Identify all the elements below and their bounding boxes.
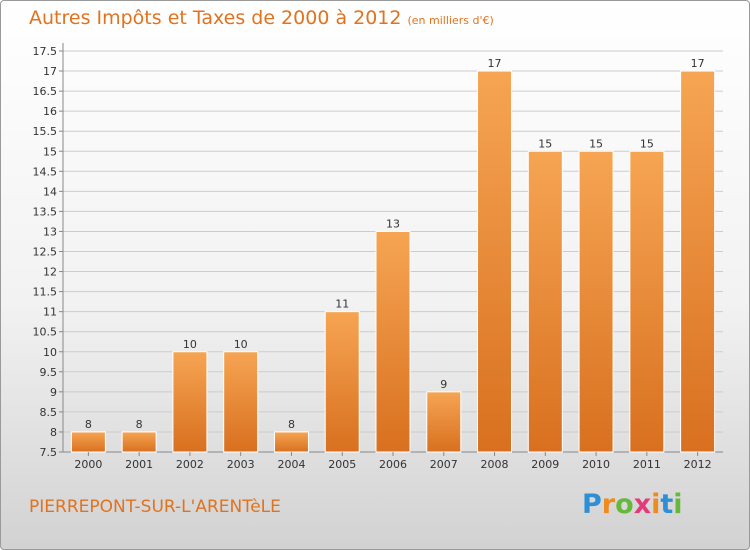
y-tick-label: 17.5: [33, 45, 58, 58]
bar: [223, 351, 259, 453]
y-tick-label: 8: [50, 426, 57, 439]
bar-value-label: 10: [183, 338, 197, 351]
x-tick-label: 2006: [379, 458, 407, 471]
bar-value-label: 15: [640, 137, 654, 150]
bar: [578, 150, 614, 453]
x-tick-label: 2005: [328, 458, 356, 471]
bar-value-label: 17: [488, 57, 502, 70]
x-tick-label: 2004: [277, 458, 305, 471]
logo-letter: i: [651, 489, 661, 520]
bar: [477, 70, 513, 453]
title-text: Autres Impôts et Taxes de 2000 à 2012: [29, 7, 402, 29]
proxiti-logo: Proxiti: [582, 489, 683, 520]
y-tick-label: 10: [43, 346, 57, 359]
x-tick-label: 2010: [582, 458, 610, 471]
logo-letter: P: [582, 489, 602, 520]
logo-letter: r: [601, 489, 616, 520]
y-tick-label: 9.5: [40, 366, 58, 379]
y-tick-label: 10.5: [33, 326, 58, 339]
bar-value-label: 15: [589, 137, 603, 150]
y-tick-label: 16.5: [33, 85, 58, 98]
y-tick-label: 12.5: [33, 246, 58, 259]
bar-value-label: 8: [288, 418, 295, 431]
x-tick-label: 2012: [684, 458, 712, 471]
x-tick-label: 2001: [125, 458, 153, 471]
bar: [629, 150, 665, 453]
y-tick-label: 7.5: [40, 446, 58, 459]
y-tick-label: 11: [43, 306, 57, 319]
bar: [324, 311, 360, 453]
chart-title: Autres Impôts et Taxes de 2000 à 2012 (en…: [29, 7, 494, 29]
x-tick-label: 2000: [74, 458, 102, 471]
y-tick-label: 14.5: [33, 165, 58, 178]
bar-value-label: 15: [538, 137, 552, 150]
bar: [680, 70, 716, 453]
bar-value-label: 11: [335, 298, 349, 311]
y-tick-label: 13: [43, 225, 57, 238]
y-tick-label: 13.5: [33, 205, 58, 218]
x-tick-label: 2002: [176, 458, 204, 471]
y-tick-label: 9: [50, 386, 57, 399]
logo-letter: t: [660, 489, 674, 520]
bar-value-label: 10: [234, 338, 248, 351]
bar: [426, 391, 462, 453]
x-tick-label: 2008: [481, 458, 509, 471]
bar: [70, 431, 106, 453]
y-tick-label: 17: [43, 65, 57, 78]
bar-value-label: 8: [85, 418, 92, 431]
bar: [121, 431, 157, 453]
y-tick-label: 16: [43, 105, 57, 118]
x-tick-label: 2007: [430, 458, 458, 471]
city-name: PIERREPONT-SUR-L'ARENTèLE: [29, 497, 281, 517]
y-tick-label: 15: [43, 145, 57, 158]
unit-label: (en milliers d'€): [407, 14, 494, 27]
bar: [273, 431, 309, 453]
bar-value-label: 9: [440, 378, 447, 391]
y-tick-label: 12: [43, 266, 57, 279]
bar-value-label: 13: [386, 217, 400, 230]
x-tick-label: 2009: [531, 458, 559, 471]
y-tick-label: 11.5: [33, 286, 58, 299]
y-tick-label: 8.5: [40, 406, 58, 419]
logo-letter: x: [633, 489, 652, 520]
bar: [172, 351, 208, 453]
x-tick-label: 2003: [227, 458, 255, 471]
y-tick-label: 14: [43, 185, 57, 198]
logo-letter: i: [673, 489, 683, 520]
x-tick-label: 2011: [633, 458, 661, 471]
y-tick-label: 15.5: [33, 125, 58, 138]
bar-value-label: 8: [136, 418, 143, 431]
bar: [527, 150, 563, 453]
logo-letter: o: [615, 489, 634, 520]
bar: [375, 230, 411, 453]
bar-value-label: 17: [691, 57, 705, 70]
